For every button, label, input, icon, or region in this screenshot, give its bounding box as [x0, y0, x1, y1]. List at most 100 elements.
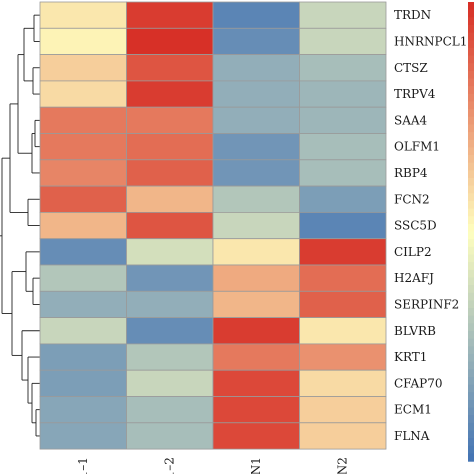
color-scale-segment [468, 376, 474, 386]
heatmap-cell [39, 211, 127, 240]
heatmap-cell [39, 133, 127, 161]
heatmap-cell [126, 133, 214, 161]
heatmap-cell [126, 1, 214, 29]
heatmap-cell [39, 54, 127, 82]
column-labels: F1–1 F1–2 CON1 CON2 [76, 457, 350, 474]
heatmap-cell [299, 106, 387, 134]
color-scale-segment [468, 277, 474, 286]
heatmap-cell [212, 185, 300, 213]
color-scale-segment [468, 331, 474, 340]
color-scale-segment [468, 155, 474, 164]
color-scale-segment [468, 17, 474, 26]
color-scale-segment [468, 193, 474, 202]
row-label: FCN2 [394, 192, 430, 206]
color-scale-segment [468, 132, 474, 141]
color-scale-segment [468, 262, 474, 271]
heatmap-cell [126, 106, 214, 134]
heatmap-cell [126, 369, 214, 397]
color-scale-segment [468, 338, 474, 347]
color-scale-segment [468, 124, 474, 133]
column-label: F1–1 [76, 457, 90, 474]
row-label: SAA4 [394, 113, 428, 127]
color-scale-segment [468, 323, 474, 332]
heatmap-cell [212, 422, 300, 450]
color-scale-segment [468, 70, 474, 80]
row-label: SSC5D [394, 219, 437, 233]
column-label: CON1 [249, 457, 263, 474]
color-scale-segment [468, 445, 474, 455]
color-scale-segment [468, 9, 474, 18]
color-scale-segment [468, 55, 474, 64]
row-label: ECM1 [394, 403, 432, 417]
color-scale-segment [468, 170, 474, 179]
row-label: BLVRB [394, 324, 436, 338]
heatmap-cell [126, 396, 214, 424]
heatmap-cell [212, 27, 300, 55]
heatmap-cell [299, 80, 387, 108]
color-scale-segment [468, 2, 474, 11]
color-scale-segment [468, 269, 474, 279]
heatmap-cell [126, 185, 214, 213]
color-scale-segment [468, 40, 474, 49]
heatmap-cell [39, 264, 127, 292]
heatmap-cell [212, 159, 300, 187]
heatmap-cell [212, 1, 300, 29]
heatmap-cell [39, 369, 127, 397]
color-scale-segment [468, 453, 474, 462]
color-scale-segment [468, 32, 474, 41]
heatmap-cell [299, 238, 387, 266]
color-scale-segment [468, 384, 474, 393]
heatmap-cell [299, 1, 387, 29]
heatmap-cell [126, 54, 214, 82]
heatmap-cell [299, 185, 387, 213]
heatmap-cell [212, 211, 300, 240]
color-scale-segment [468, 369, 474, 378]
color-scale-segment [468, 422, 474, 432]
color-scale-segment [468, 223, 474, 233]
row-label: CFAP70 [394, 376, 442, 390]
heatmap-cell [299, 159, 387, 187]
heatmap-cell [299, 133, 387, 161]
color-scale-segment [468, 285, 474, 294]
heatmap-cell [212, 238, 300, 266]
heatmap-cell [39, 159, 127, 187]
color-scale-segment [468, 93, 474, 103]
heatmap-cell [126, 159, 214, 187]
heatmap-cell [126, 290, 214, 318]
heatmap-cell [126, 80, 214, 108]
heatmap-cell [39, 290, 127, 318]
heatmap-cells [39, 1, 387, 450]
heatmap-cell [212, 264, 300, 292]
color-scale-segment [468, 346, 474, 355]
heatmap-cell [39, 396, 127, 424]
heatmap-cell [39, 106, 127, 134]
color-scale-segment [468, 216, 474, 225]
heatmap-cell [39, 343, 127, 371]
heatmap-cell [126, 238, 214, 266]
heatmap-cell [126, 211, 214, 240]
heatmap-cell [212, 396, 300, 424]
row-label: TRPV4 [394, 87, 436, 101]
color-scale-segment [468, 147, 474, 156]
heatmap-cell [212, 343, 300, 371]
color-scale-segment [468, 361, 474, 370]
heatmap-cell [299, 54, 387, 82]
heatmap-cell [212, 133, 300, 161]
heatmap-cell [299, 317, 387, 345]
row-labels: TRDN HNRNPCL1 CTSZ TRPV4 SAA4 OLFM1 RBP4 FCN2 SS… [394, 8, 467, 443]
color-scale-segment [468, 208, 474, 217]
heatmap-cell [39, 422, 127, 450]
heatmap-cell [299, 264, 387, 292]
heatmap-cell [39, 80, 127, 108]
heatmap-cell [299, 27, 387, 55]
row-label: HNRNPCL1 [394, 34, 467, 48]
color-scale-segment [468, 315, 474, 324]
color-scale-segment [468, 24, 474, 34]
color-scale-segment [468, 239, 474, 248]
row-label: KRT1 [394, 350, 427, 364]
color-scale-segment [468, 109, 474, 118]
heatmap-cell [126, 343, 214, 371]
row-label: RBP4 [394, 166, 428, 180]
color-scale-segment [468, 438, 474, 447]
heatmap-cell [299, 343, 387, 371]
